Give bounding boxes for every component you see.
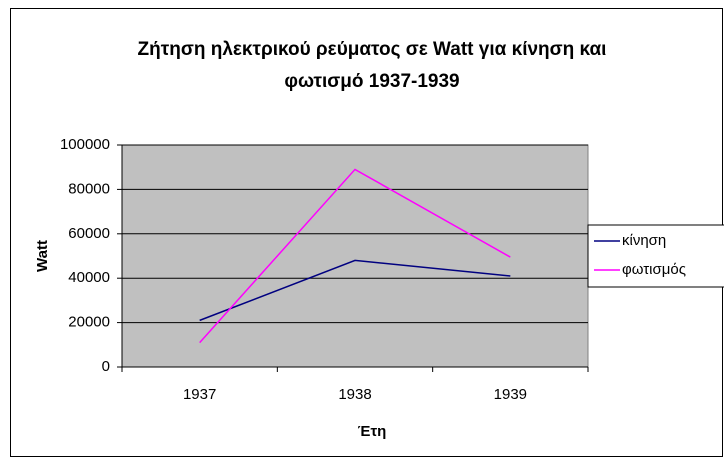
y-tick-label: 60000 (68, 225, 110, 242)
line-series (199, 168, 511, 344)
y-tick-label: 20000 (68, 314, 110, 331)
legend-box (587, 224, 724, 288)
legend-label: κίνηση (622, 232, 666, 249)
y-tick-label: 40000 (68, 269, 110, 286)
x-tick-label: 1939 (494, 386, 527, 403)
chart-title: Ζήτηση ηλεκτρικού ρεύματος σε Watt για κ… (138, 39, 607, 60)
x-axis-title: Έτη (358, 423, 387, 440)
chart-subtitle: φωτισμό 1937-1939 (284, 71, 459, 92)
y-tick-label: 0 (102, 358, 110, 375)
x-tick-label: 1937 (183, 386, 216, 403)
y-tick-label: 80000 (68, 180, 110, 197)
y-axis-title: Watt (34, 240, 51, 272)
line-series (199, 259, 511, 322)
y-tick-label: 100000 (60, 136, 110, 153)
legend-label: φωτισμός (622, 261, 686, 278)
plot-area (121, 144, 589, 368)
x-tick-label: 1938 (338, 386, 371, 403)
